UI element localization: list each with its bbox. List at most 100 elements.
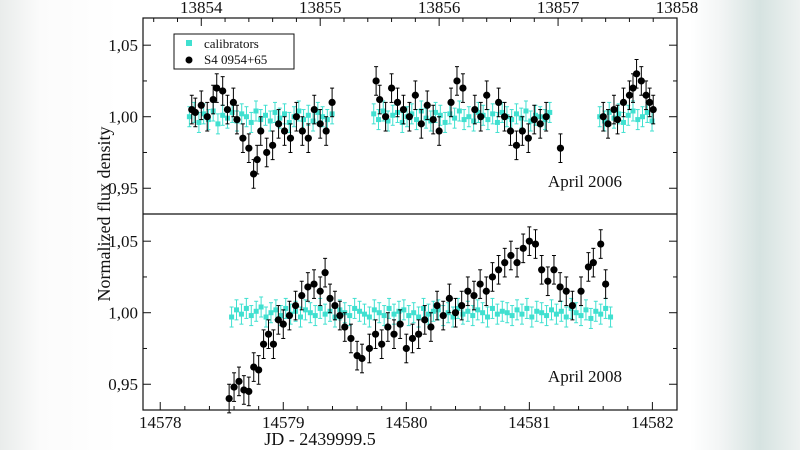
calibrator-point (544, 313, 550, 319)
calibrator-point (238, 311, 244, 317)
source-point (513, 259, 521, 267)
source-point (451, 309, 460, 317)
source-point (371, 330, 380, 338)
calibrator-point (406, 313, 412, 319)
calibrator-point (630, 108, 636, 114)
source-point (253, 156, 261, 164)
source-point (263, 148, 271, 157)
source-point (328, 98, 336, 107)
source-point (562, 287, 570, 295)
source-point (291, 301, 300, 310)
source-point (274, 316, 282, 324)
source-point (482, 287, 490, 295)
calibrator-point (258, 304, 264, 310)
source-point (316, 287, 324, 295)
calibrator-point (385, 118, 391, 124)
source-point (589, 259, 597, 267)
source-point (405, 113, 414, 121)
calibrator-point (485, 117, 491, 123)
source-point (408, 334, 417, 343)
source-point (259, 340, 268, 348)
calibrator-point (286, 119, 292, 125)
top-x-tick-label: 13857 (537, 0, 580, 17)
calibrator-point (573, 310, 579, 316)
source-point (197, 101, 205, 109)
source-point (495, 98, 503, 107)
source-point (331, 301, 339, 310)
calibrator-point (635, 117, 641, 123)
legend-box (173, 33, 295, 70)
calibrator-point (229, 314, 235, 320)
x-tick-label: 14578 (139, 413, 182, 432)
calibrator-point (425, 311, 431, 317)
calibrator-point (390, 112, 396, 118)
source-point (421, 316, 429, 324)
calibrator-point (455, 305, 461, 311)
source-point (341, 323, 349, 331)
calibrator-point (553, 311, 559, 317)
calibrator-point (401, 307, 407, 313)
calibrator-point (480, 310, 486, 316)
calibrator-point (490, 111, 496, 117)
source-point (536, 120, 544, 128)
calibrator-point (606, 109, 612, 115)
calibrator-point (423, 115, 429, 121)
source-point (423, 101, 431, 109)
top-x-tick-label: 13854 (180, 0, 223, 17)
calibrator-point (414, 117, 420, 123)
source-point (439, 311, 447, 320)
calibrator-point (220, 112, 226, 118)
calibrator-point (357, 308, 363, 314)
source-point (477, 113, 485, 121)
source-point (219, 87, 227, 95)
calibrator-point (396, 308, 402, 314)
source-point (453, 77, 461, 85)
source-point (322, 127, 330, 135)
source-point (191, 108, 199, 117)
calibrator-point (513, 111, 519, 117)
calibrator-point (411, 310, 417, 316)
source-point (470, 291, 478, 300)
source-point (415, 330, 423, 338)
calibrator-point (430, 308, 436, 314)
source-point (427, 323, 435, 331)
source-point (203, 113, 211, 121)
source-point (285, 311, 294, 320)
source-point (435, 127, 443, 135)
source-point (476, 280, 484, 288)
axes: 1,05 1,00 0,95 13854 13855 13856 13857 13858 1,0… (108, 0, 698, 432)
calibrator-point (475, 307, 481, 313)
source-point (396, 320, 404, 328)
source-point (538, 266, 546, 274)
source-point (264, 330, 273, 338)
calibrator-point (215, 121, 221, 127)
calibrator-point (267, 118, 273, 124)
y-axis-label: Normalized flux density (94, 127, 114, 302)
x-tick-label: 14582 (631, 413, 674, 432)
calibrator-point (386, 305, 392, 311)
calibrator-point (437, 112, 443, 118)
calibrator-point (583, 307, 589, 313)
calibrator-point (310, 118, 316, 124)
calibrator-point (315, 109, 321, 115)
calibrator-point (282, 111, 288, 117)
calibrator-point (371, 307, 377, 313)
source-point (518, 127, 526, 135)
calibrator-point (186, 114, 192, 120)
source-point (464, 287, 472, 295)
source-point (321, 269, 329, 277)
source-point (637, 77, 645, 85)
source-point (250, 170, 258, 178)
source-point (530, 115, 538, 124)
legend-marker-calibrators (186, 40, 192, 46)
calibrator-point (598, 311, 604, 317)
x-tick-label: 14581 (508, 413, 551, 432)
calibrator-point (509, 313, 515, 319)
calibrator-point (649, 118, 655, 124)
source-point (390, 330, 398, 338)
x-tick-label: 14580 (385, 413, 428, 432)
calibrator-point (499, 308, 505, 314)
y-tick-label: 0,95 (108, 375, 138, 394)
source-point (568, 301, 577, 310)
source-point (597, 240, 605, 248)
